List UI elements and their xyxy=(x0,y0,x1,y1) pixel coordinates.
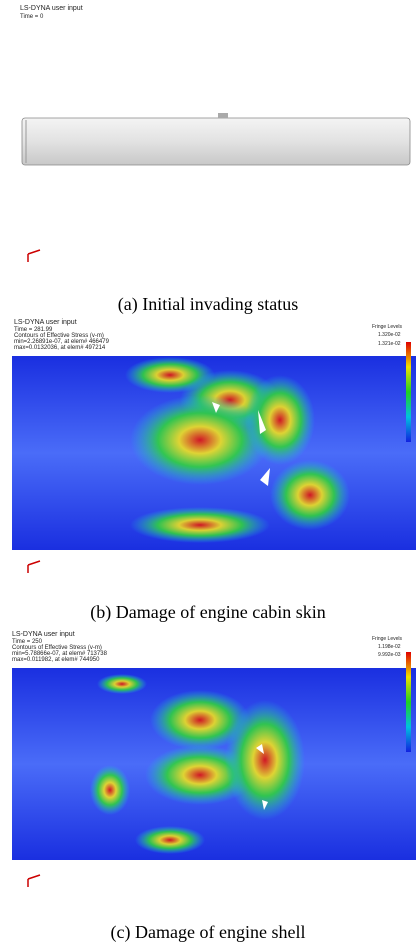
fringe-title: Fringe Levels xyxy=(372,324,403,330)
header-line: LS-DYNA user input xyxy=(20,5,83,12)
header-line: LS-DYNA user input xyxy=(14,319,77,326)
caption: (a) Initial invading status xyxy=(118,294,298,315)
fringe-label: 1.321e-02 xyxy=(378,341,401,347)
fringe-bar xyxy=(406,342,411,442)
axis-triad xyxy=(28,561,40,573)
cylinder xyxy=(22,118,410,165)
figure: LS-DYNA user input Time = 0 (a) Initial … xyxy=(0,0,416,947)
fringe-label: 1.198e-02 xyxy=(378,644,401,650)
fringe-title: Fringe Levels xyxy=(372,636,403,642)
panel-b: LS-DYNA user input Time = 281.99 Contour… xyxy=(12,319,416,623)
fringe-bar xyxy=(406,652,411,752)
fringe-label: 1.320e-02 xyxy=(378,332,401,338)
panel-a: LS-DYNA user input Time = 0 (a) Initial … xyxy=(20,5,410,315)
header-line: Time = 0 xyxy=(20,14,44,20)
caption: (b) Damage of engine cabin skin xyxy=(90,602,325,623)
header-line: LS-DYNA user input xyxy=(12,631,75,638)
header-line: max=0.011982, at elem# 744950 xyxy=(12,657,100,663)
header-line: max=0.0132036, at elem# 497214 xyxy=(14,345,106,351)
projectile xyxy=(218,113,228,118)
axis-triad xyxy=(28,250,40,262)
panel-c: LS-DYNA user input Time = 250 Contours o… xyxy=(12,631,416,943)
caption: (c) Damage of engine shell xyxy=(111,922,306,943)
fringe-label: 9.992e-03 xyxy=(378,652,401,658)
axis-triad xyxy=(28,875,40,887)
